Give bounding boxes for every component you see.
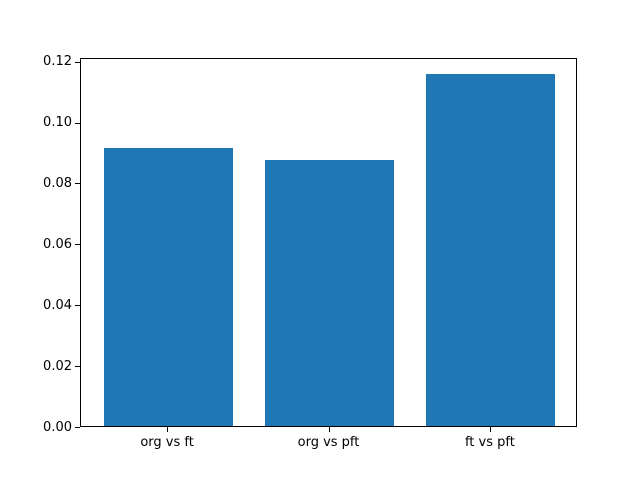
y-tick-label: 0.06 [43,236,72,252]
y-tick-label: 0.12 [43,54,72,70]
y-tick-label: 0.10 [43,115,72,130]
y-tick-mark [75,183,80,185]
x-tick-mark [328,427,330,432]
y-tick-label: 0.04 [43,297,72,313]
x-tick-label: org vs pft [297,435,360,450]
x-tick-mark [489,427,491,432]
bar-org-vs-ft [103,148,233,426]
y-tick-label: 0.08 [43,175,72,191]
y-tick-label: 0.00 [43,419,72,435]
plot-area [80,58,577,427]
x-tick-label: org vs ft [140,435,194,450]
x-tick-mark [167,427,169,432]
y-tick-mark [75,244,80,246]
bar-ft-vs-pft [426,74,556,426]
y-tick-mark [75,122,80,124]
y-tick-mark [75,305,80,307]
y-tick-mark [75,366,80,368]
x-tick-label: ft vs pft [464,435,515,450]
y-tick-label: 0.02 [43,358,72,374]
y-tick-mark [75,427,80,428]
y-tick-mark [75,61,80,63]
bar-org-vs-pft [265,160,395,426]
